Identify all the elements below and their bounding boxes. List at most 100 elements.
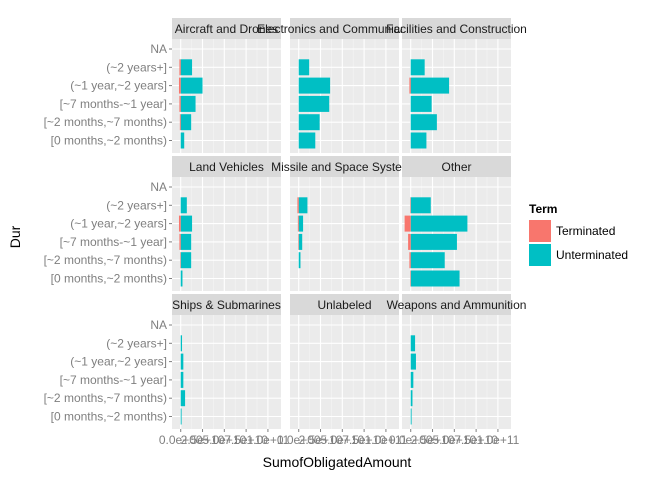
facet-panel: Other [402,156,511,291]
bar-unterminated [180,408,182,425]
bar-unterminated [180,233,192,250]
bar-unterminated [410,270,460,287]
y-tick-label: (~1 year,~2 years] [70,355,167,369]
x-tick-label: 0.0e+00 [389,433,433,447]
facet-panel: Missile and Space Systems [271,156,418,291]
y-tick-label: [~2 months,~7 months) [44,115,167,129]
facet-panel: Unlabeled [290,294,399,429]
bar-terminated [179,95,181,112]
facet-label: Ships & Submarines [172,298,281,312]
bar-unterminated [410,371,414,388]
x-tick-label: 0.0e+00 [277,433,321,447]
bar-terminated [410,270,411,287]
facet-label: Weapons and Ammunition [387,298,527,312]
y-tick-label: (~2 years+] [106,336,167,350]
x-tick-label: 1.0e+11 [247,433,290,447]
bar-terminated [297,215,299,232]
y-tick-label: [0 months,~2 months) [51,410,167,424]
bar-terminated [408,233,411,250]
bar-terminated [179,114,181,131]
facet-label: Electronics and Communications [257,22,432,36]
panel-background [290,177,399,291]
facet-label: Land Vehicles [189,160,264,174]
panel-background [290,315,399,429]
bar-unterminated [180,215,193,232]
y-tick-label: [~2 months,~7 months) [44,253,167,267]
x-axis-title: SumofObligatedAmount [263,454,412,470]
x-tick-label: 0.0e+00 [159,433,203,447]
facet-panel: Electronics and Communications [257,18,432,153]
bar-unterminated [180,59,193,76]
y-axis-title: Dur [7,225,23,248]
legend-label: Terminated [556,224,615,238]
bar-unterminated [298,95,330,112]
bar-unterminated [410,390,413,407]
legend: Term Terminated Unterminated [529,202,628,266]
bar-unterminated [180,335,183,352]
bar-unterminated [410,77,450,94]
facet-strip [290,18,399,39]
legend-title: Term [529,202,557,216]
y-tick-label: (~2 years+] [106,60,167,74]
bar-unterminated [410,197,431,214]
x-tick-label: 1.0e+11 [365,433,408,447]
facet-panel: Aircraft and Drones [172,18,281,153]
legend-key [529,220,551,242]
bar-terminated [298,233,299,250]
bar-terminated [297,197,299,214]
facet-strip [402,18,511,39]
bar-unterminated [298,252,301,269]
x-tick-label: 7.5e+10 [224,433,268,447]
bar-unterminated [180,353,184,370]
x-tick-label: 5.0e+10 [432,433,476,447]
bar-unterminated [410,353,416,370]
facet-panel: Land Vehicles [172,156,281,291]
bar-unterminated [180,132,185,149]
facet-label: Other [441,160,471,174]
y-tick-label: [~7 months-~1 year] [60,373,167,387]
y-axis: [0 months,~2 months) [~2 months,~7 months… [44,42,172,424]
bar-unterminated [180,270,183,287]
bar-terminated [178,215,181,232]
bar-terminated [178,77,181,94]
bar-unterminated [298,77,331,94]
bar-unterminated [410,335,416,352]
facet-strip [172,156,281,177]
facet-strip [172,18,281,39]
bar-unterminated [298,114,320,131]
bar-unterminated [180,252,192,269]
bar-unterminated [180,114,192,131]
y-tick-label: NA [150,42,167,56]
bar-unterminated [180,371,184,388]
x-tick-label: 1.0e+11 [477,433,520,447]
bar-unterminated [298,132,316,149]
x-tick-label: 7.5e+10 [342,433,386,447]
y-tick-label: (~2 years+] [106,198,167,212]
bar-unterminated [180,390,186,407]
y-tick-label: NA [150,318,167,332]
bar-terminated [404,215,411,232]
y-tick-label: [~7 months-~1 year] [60,235,167,249]
facet-label: Facilities and Construction [386,22,527,36]
facet-label: Aircraft and Drones [175,22,278,36]
y-tick-label: (~1 year,~2 years] [70,79,167,93]
bar-unterminated [180,197,187,214]
bar-unterminated [410,59,425,76]
x-tick-label: 2.5e+10 [411,433,455,447]
bar-terminated [409,252,411,269]
bar-unterminated [410,132,427,149]
y-tick-label: (~1 year,~2 years] [70,217,167,231]
facet-panel: Ships & Submarines [172,294,281,429]
y-tick-label: NA [150,180,167,194]
x-tick-label: 5.0e+10 [320,433,364,447]
facet-strip [402,294,511,315]
legend-key [529,244,551,266]
y-tick-label: [~2 months,~7 months) [44,391,167,405]
bar-unterminated [410,114,437,131]
x-tick-label: 2.5e+10 [181,433,225,447]
bar-unterminated [410,215,468,232]
panel-background [402,315,511,429]
x-tick-label: 5.0e+10 [202,433,246,447]
bar-terminated [409,77,411,94]
